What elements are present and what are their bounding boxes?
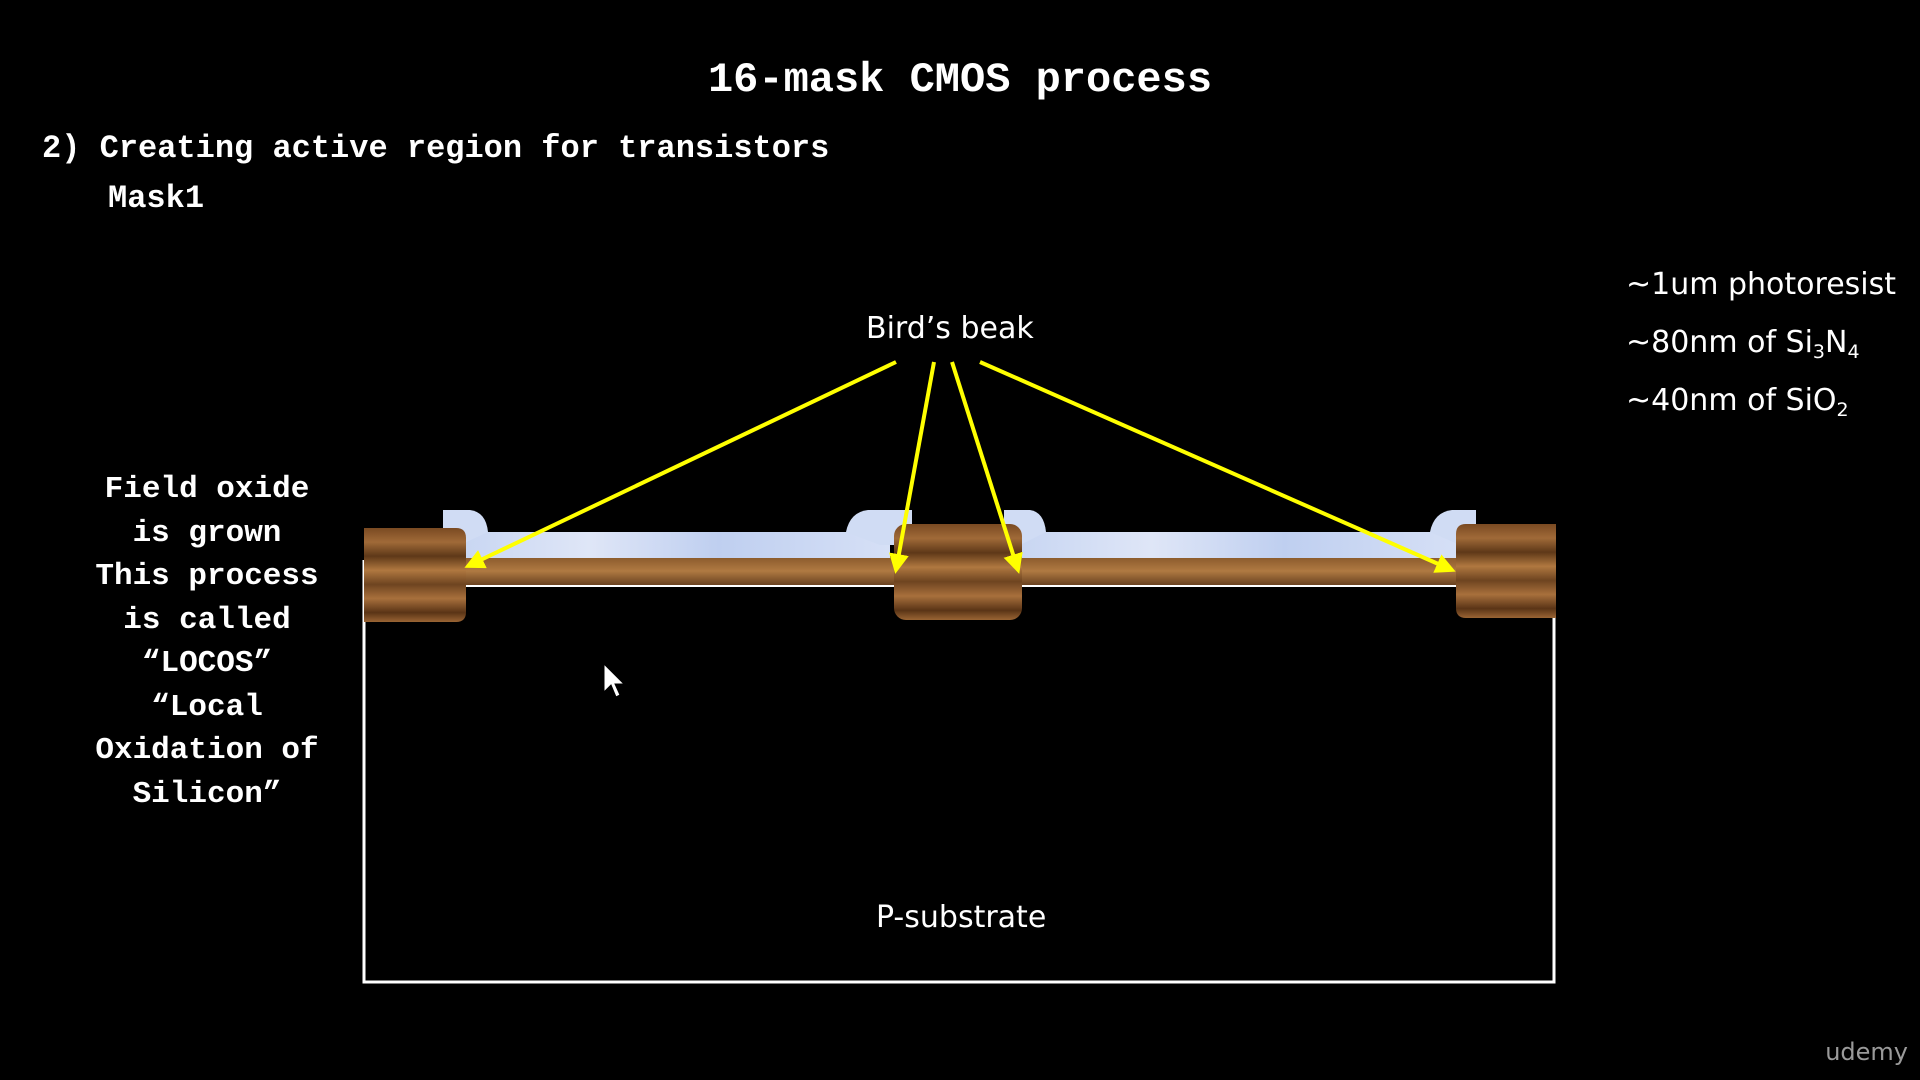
note-line: Oxidation of	[95, 733, 319, 768]
nitride-layer-right	[1020, 532, 1460, 558]
legend-oxide: ~40nm of SiO2	[1626, 383, 1849, 421]
field-oxide-center	[894, 524, 1022, 620]
note-line: is called	[123, 602, 291, 638]
layer-legend: ~1um photoresist ~80nm of Si3N4 ~40nm of…	[1626, 256, 1896, 430]
arrow-birds-beak-2	[889, 361, 936, 574]
arrow-birds-beak-3	[950, 361, 1023, 574]
legend-nitride: ~80nm of Si3N4	[1626, 325, 1860, 363]
nitride-layer-left	[460, 532, 890, 558]
legend-photoresist: ~1um photoresist	[1626, 267, 1897, 302]
note-line: “LOCOS”	[141, 646, 273, 681]
substrate-label: P-substrate	[876, 900, 1047, 935]
arrow-birds-beak-4	[979, 360, 1456, 573]
locos-note: Field oxide is grown This process is cal…	[52, 468, 362, 816]
field-oxide-left	[364, 528, 466, 622]
note-line: “Local	[151, 689, 263, 725]
udemy-watermark: udemy	[1825, 1038, 1908, 1066]
substrate-outline	[362, 560, 1556, 984]
field-oxide-right	[1456, 524, 1556, 618]
arrow-birds-beak-1	[464, 360, 897, 569]
note-line: Silicon”	[132, 776, 282, 812]
mask-label: Mask1	[108, 180, 205, 217]
note-line: is grown	[132, 515, 282, 551]
birds-beak-label: Bird’s beak	[866, 311, 1034, 346]
arrow-cursor-icon	[603, 662, 626, 698]
note-line: This process	[95, 559, 319, 594]
step-heading: 2) Creating active region for transistor…	[42, 130, 830, 167]
note-line: Field oxide	[104, 472, 310, 507]
page-title: 16-mask CMOS process	[707, 56, 1213, 104]
